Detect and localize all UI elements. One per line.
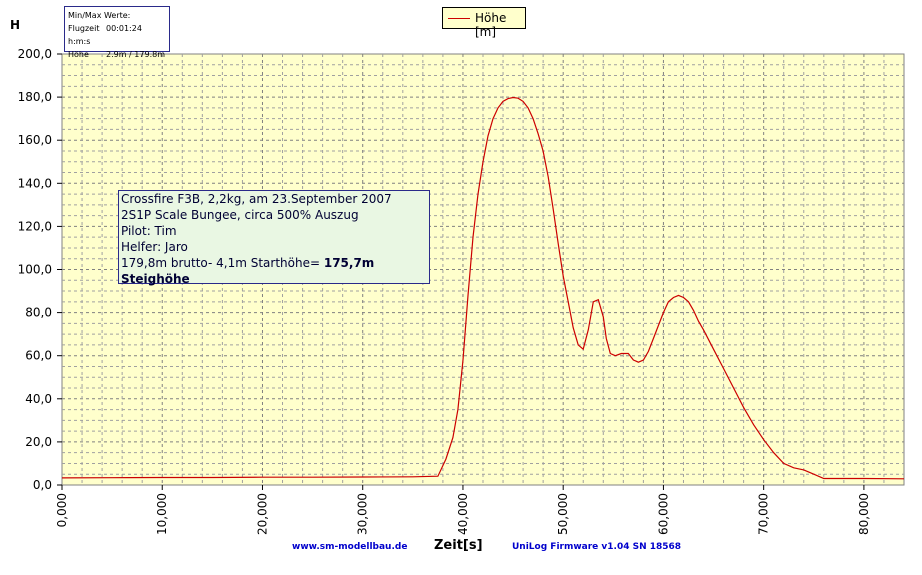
x-tick-label: 60,000: [656, 493, 670, 535]
minmax-row: Höhe 2.9m / 179.8m: [68, 48, 166, 61]
minmax-key: Höhe: [68, 50, 89, 59]
series-line: [61, 96, 905, 480]
x-tick-label: 30,000: [356, 493, 370, 535]
y-tick-label: 140,0: [18, 176, 52, 190]
legend-label: Höhe [m]: [475, 11, 507, 39]
y-tick-label: 40,0: [25, 392, 52, 406]
y-tick-label: 80,0: [25, 306, 52, 320]
axis-letter: H: [10, 18, 21, 32]
x-tick-label: 70,000: [757, 493, 771, 535]
x-axis-label: Zeit[s]: [434, 538, 483, 553]
minmax-key: Flugzeit: [68, 24, 100, 33]
info-line: 2S1P Scale Bungee, circa 500% Auszug: [121, 208, 359, 222]
grid: [62, 54, 904, 485]
footer-firmware: UniLog Firmware v1.04 SN 18568: [512, 542, 682, 552]
info-line: Helfer: Jaro: [121, 240, 188, 254]
series-layer: [61, 96, 905, 480]
y-tick-label: 20,0: [25, 435, 52, 449]
x-tick-label: 80,000: [857, 493, 871, 535]
info-line: Pilot: Tim: [121, 224, 177, 238]
info-line-bold: 175,7m Steighöhe: [121, 256, 375, 286]
footer-website-link[interactable]: www.sm-modellbau.de: [292, 542, 408, 552]
y-tick-label: 100,0: [18, 263, 52, 277]
x-tick-label: 10,000: [155, 493, 169, 535]
info-line: 179,8m brutto- 4,1m Starthöhe= 175,7m St…: [121, 255, 427, 287]
minmax-value: 2.9m / 179.8m: [106, 50, 165, 59]
x-tick-label: 0,000: [55, 493, 69, 527]
info-line-prefix: 179,8m brutto- 4,1m Starthöhe=: [121, 256, 324, 270]
x-tick-label: 50,000: [556, 493, 570, 535]
minmax-value: 00:01:24 h:m:s: [68, 24, 142, 46]
minmax-row: Flugzeit 00:01:24 h:m:s: [68, 22, 166, 48]
axes: 0,0 20,0 40,0 60,0 80,0 100,0 120,0 140,0 160,0 1…: [18, 47, 871, 535]
y-tick-label: 160,0: [18, 133, 52, 147]
minmax-box: Min/Max Werte: Flugzeit 00:01:24 h:m:s Hö…: [64, 6, 170, 59]
info-line: Crossfire F3B, 2,2kg, am 23.September 20…: [121, 192, 392, 206]
info-box: Crossfire F3B, 2,2kg, am 23.September 20…: [118, 190, 430, 287]
y-tick-label: 120,0: [18, 219, 52, 233]
x-tick-label: 20,000: [255, 493, 269, 535]
legend: Höhe [m]: [442, 7, 526, 39]
minmax-title: Min/Max Werte:: [68, 11, 131, 20]
x-tick-label: 40,000: [456, 493, 470, 535]
y-tick-label: 200,0: [18, 47, 52, 61]
y-tick-label: 60,0: [25, 349, 52, 363]
legend-swatch: [448, 18, 470, 19]
y-tick-label: 180,0: [18, 90, 52, 104]
y-tick-label: 0,0: [33, 478, 52, 492]
